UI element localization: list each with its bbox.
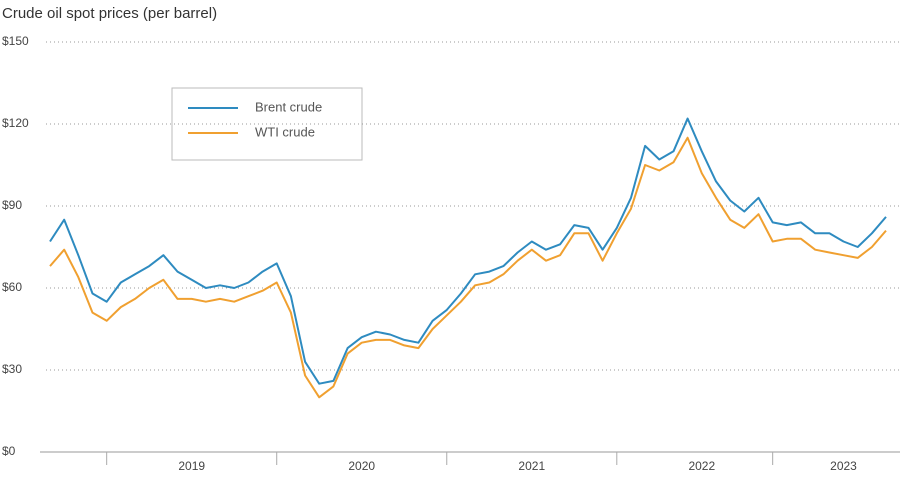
chart-title: Crude oil spot prices (per barrel) — [2, 5, 217, 22]
y-tick-label: $60 — [2, 280, 22, 294]
y-tick-label: $150 — [2, 34, 29, 48]
series-line — [49, 136, 887, 399]
legend-label: WTI crude — [255, 124, 315, 139]
y-tick-label: $0 — [2, 444, 16, 458]
x-tick-label: 2022 — [688, 459, 715, 473]
y-tick-label: $30 — [2, 362, 22, 376]
y-tick-label: $90 — [2, 198, 22, 212]
y-tick-label: $120 — [2, 116, 29, 130]
x-tick-label: 2021 — [518, 459, 545, 473]
x-tick-label: 2023 — [830, 459, 857, 473]
x-tick-label: 2020 — [348, 459, 375, 473]
series-line — [49, 117, 887, 385]
x-tick-label: 2019 — [178, 459, 205, 473]
legend-label: Brent crude — [255, 99, 322, 114]
